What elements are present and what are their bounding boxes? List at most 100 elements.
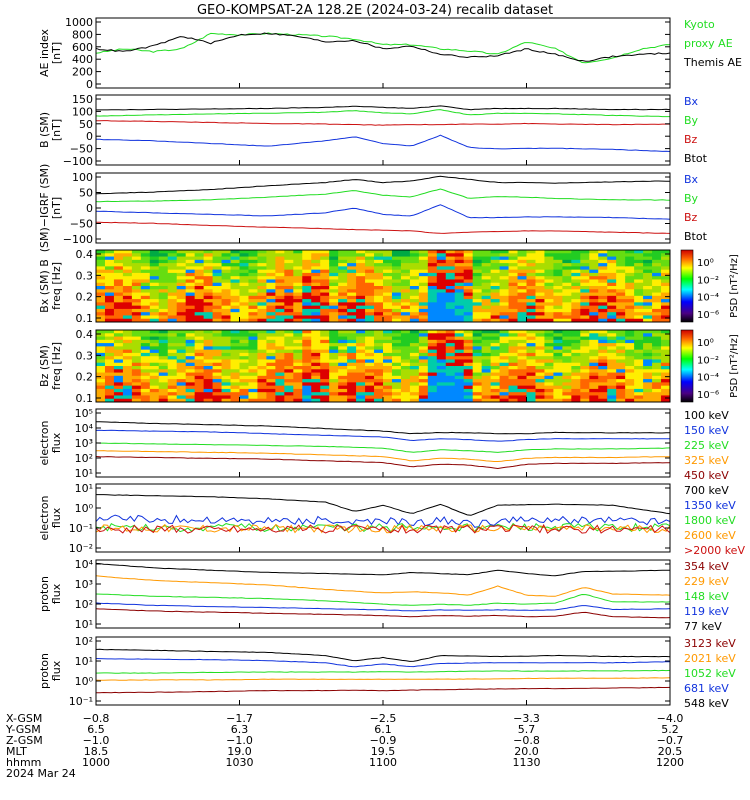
- spectrogram-cell: [239, 388, 249, 393]
- spectrogram-cell: [517, 289, 527, 294]
- spectrogram-cell: [356, 372, 366, 377]
- spectrogram-cell: [374, 359, 384, 364]
- spectrogram-cell: [508, 276, 519, 280]
- spectrogram-cell: [365, 295, 375, 300]
- spectrogram-cell: [391, 346, 402, 351]
- spectrogram-cell: [634, 343, 644, 347]
- spectrogram-cell: [535, 388, 545, 393]
- series-line-2021-kev: [95, 658, 671, 668]
- spectrogram-cell: [374, 266, 384, 271]
- spectrogram-cell: [194, 295, 205, 300]
- spectrogram-cell: [365, 336, 375, 341]
- spectrogram-cell: [661, 333, 671, 338]
- spectrogram-cell: [158, 359, 169, 364]
- spectrogram-cell: [661, 259, 671, 264]
- spectrogram-cell: [257, 282, 267, 287]
- spectrogram-cell: [589, 279, 599, 284]
- spectrogram-cell: [607, 349, 617, 354]
- spectrogram-cell: [643, 372, 653, 377]
- spectrogram-cell: [526, 398, 536, 403]
- spectrogram-cell: [230, 266, 240, 271]
- colorbar-tick-label: 10⁻⁴: [697, 293, 719, 304]
- spectrogram-cell: [149, 302, 160, 307]
- spectrogram-cell: [338, 279, 348, 284]
- spectrogram-cell: [562, 362, 572, 367]
- spectrogram-cell: [365, 286, 375, 290]
- spectrogram-cell: [338, 362, 348, 367]
- spectrogram-cell: [481, 308, 492, 313]
- spectrogram-cell: [643, 359, 653, 364]
- spectrogram-cell: [266, 256, 276, 261]
- spectrogram-cell: [374, 343, 384, 347]
- spectrogram-cell: [96, 263, 106, 267]
- spectrogram-cell: [454, 369, 465, 374]
- spectrogram-cell: [553, 330, 563, 334]
- spectrogram-cell: [113, 362, 124, 367]
- spectrogram-cell: [293, 263, 303, 267]
- spectrogram-cell: [320, 250, 330, 254]
- spectrogram-cell: [185, 259, 196, 264]
- spectrogram-cell: [481, 385, 492, 390]
- y-tick-label: 0.3: [76, 349, 94, 362]
- spectrogram-cell: [499, 385, 510, 390]
- spectrogram-cell: [571, 289, 581, 294]
- spectrogram-cell: [176, 282, 187, 287]
- spectrogram-cell: [454, 395, 465, 400]
- spectrogram-cell: [167, 289, 178, 294]
- spectrogram-cell: [454, 398, 465, 403]
- spectrogram-cell: [661, 276, 671, 280]
- spectrogram-cell: [383, 336, 393, 341]
- spectrogram-cell: [302, 392, 312, 396]
- spectrogram-cell: [122, 392, 133, 396]
- spectrogram-cell: [391, 336, 402, 341]
- spectrogram-cell: [535, 292, 545, 297]
- spectrogram-cell: [122, 305, 133, 310]
- spectrogram-cell: [589, 276, 599, 280]
- spectrogram-cell: [221, 336, 232, 341]
- spectrogram-cell: [427, 250, 438, 254]
- spectrogram-cell: [571, 259, 581, 264]
- spectrogram-cell: [445, 369, 456, 374]
- series-line-150-kev: [95, 429, 670, 442]
- spectrogram-cell: [481, 312, 492, 316]
- spectrogram-cell: [436, 259, 447, 264]
- spectrogram-cell: [490, 263, 501, 267]
- spectrogram-cell: [580, 272, 590, 277]
- spectrogram-cell: [598, 259, 608, 264]
- spectrogram-cell: [580, 269, 590, 274]
- spectrogram-cell: [122, 269, 133, 274]
- spectrogram-cell: [427, 362, 438, 367]
- spectrogram-cell: [194, 379, 205, 383]
- spectrogram-cell: [472, 305, 483, 310]
- spectrogram-cell: [427, 356, 438, 360]
- spectrogram-cell: [652, 366, 662, 370]
- series-line-229-kev: [95, 575, 671, 597]
- spectrogram-cell: [481, 259, 492, 264]
- spectrogram-cell: [347, 305, 357, 310]
- spectrogram-cell: [517, 282, 527, 287]
- spectrogram-cell: [266, 279, 276, 284]
- spectrogram-cell: [436, 312, 447, 316]
- y-axis-label: proton: [38, 653, 51, 689]
- spectrogram-cell: [454, 312, 465, 316]
- spectrogram-cell: [400, 382, 411, 387]
- spectrogram-cell: [616, 286, 626, 290]
- spectrogram-cell: [634, 299, 644, 303]
- spectrogram-cell: [284, 272, 294, 277]
- spectrogram-cell: [517, 388, 527, 393]
- spectrogram-cell: [508, 346, 519, 351]
- spectrogram-cell: [634, 289, 644, 294]
- spectrogram-cell: [661, 392, 671, 396]
- spectrogram-cell: [589, 339, 599, 344]
- spectrogram-cell: [580, 388, 590, 393]
- spectrogram-cell: [625, 318, 635, 323]
- spectrogram-cell: [194, 343, 205, 347]
- spectrogram-cell: [203, 382, 214, 387]
- spectrogram-cell: [490, 375, 501, 380]
- spectrogram-cell: [490, 330, 501, 334]
- spectrogram-cell: [374, 318, 384, 323]
- spectrogram-cell: [436, 359, 447, 364]
- spectrogram-cell: [409, 382, 420, 387]
